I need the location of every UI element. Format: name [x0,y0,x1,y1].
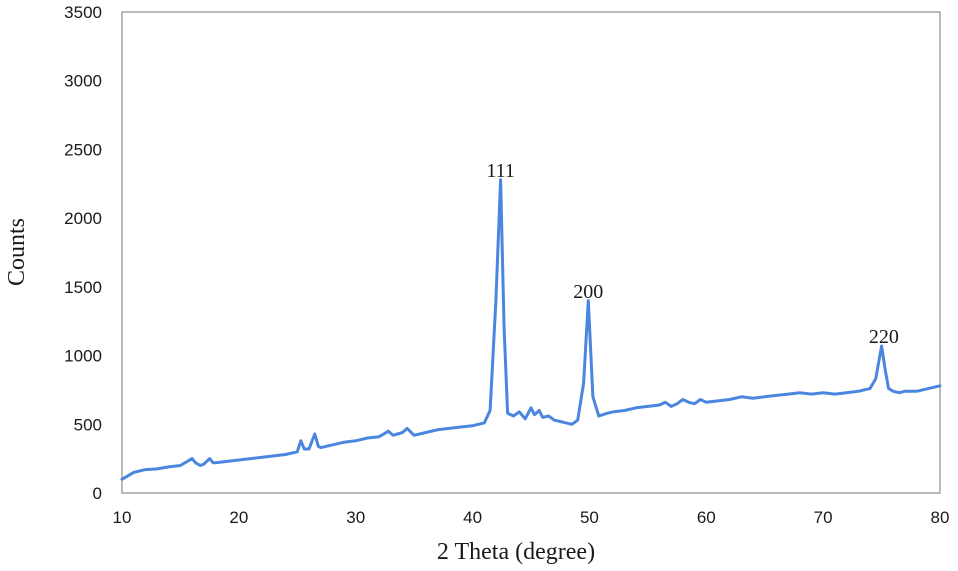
y-axis-title: Counts [4,218,30,286]
x-tick-label: 80 [931,508,950,527]
x-tick-label: 60 [697,508,716,527]
plot-frame [121,11,941,494]
y-tick-label: 500 [74,415,102,434]
y-tick-labels: 0 500 1000 1500 2000 2500 3000 3500 [64,3,102,503]
y-tick-label: 1000 [64,347,102,366]
y-tick-label: 2500 [64,140,102,159]
peak-labels: 111 200 220 [486,160,899,348]
x-tick-label: 40 [463,508,482,527]
y-tick-label: 2000 [64,209,102,228]
y-tick-label: 3000 [64,72,102,91]
peak-label: 220 [869,326,899,348]
x-tick-label: 20 [229,508,248,527]
peak-label: 200 [573,281,603,303]
x-tick-label: 30 [346,508,365,527]
y-tick-label: 1500 [64,278,102,297]
x-tick-label: 70 [814,508,833,527]
peak-label: 111 [486,160,515,182]
series-line [120,178,942,481]
x-tick-label: 50 [580,508,599,527]
y-tick-label: 0 [93,484,102,503]
x-axis-title: 2 Theta (degree) [437,539,595,565]
x-tick-labels: 10 20 30 40 50 60 70 80 [113,508,950,527]
y-tick-label: 3500 [64,3,102,22]
x-tick-label: 10 [113,508,132,527]
